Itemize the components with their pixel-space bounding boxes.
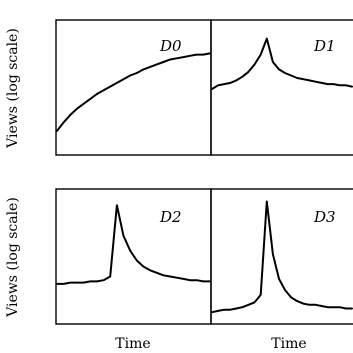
panel-label-d3: D3 <box>313 208 336 226</box>
panel-frame-d1 <box>210 19 353 156</box>
ylabel-bottom: Views (log scale) <box>5 197 21 318</box>
xlabel-right: Time <box>271 336 306 352</box>
series-line-d1 <box>211 37 353 90</box>
panel-label-d0: D0 <box>159 37 182 55</box>
panel-frame-d3 <box>210 188 353 325</box>
panel-frame-d0 <box>55 19 212 156</box>
ylabel-top: Views (log scale) <box>5 28 21 149</box>
xlabel-left: Time <box>115 336 150 352</box>
panel-label-d2: D2 <box>159 208 182 226</box>
series-line-d3 <box>211 200 353 314</box>
panel-label-d1: D1 <box>313 37 336 55</box>
series-line-d0 <box>56 52 211 132</box>
series-line-d2 <box>56 204 211 285</box>
